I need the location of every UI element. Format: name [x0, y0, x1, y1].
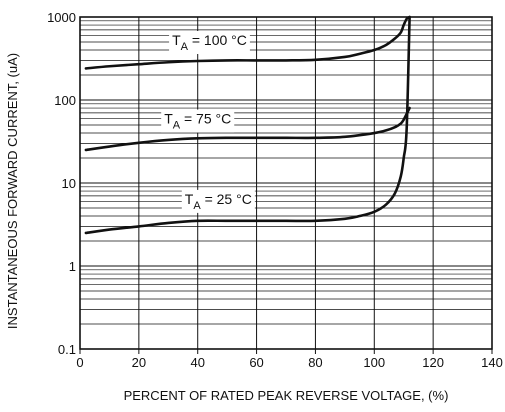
curve-label-3: TA = 25 °C	[185, 191, 252, 212]
x-tick-label: 140	[481, 355, 503, 370]
curve-label-1: TA = 100 °C	[172, 32, 247, 53]
curve-label-2: TA = 75 °C	[164, 111, 231, 132]
x-axis-title: PERCENT OF RATED PEAK REVERSE VOLTAGE, (…	[124, 388, 449, 403]
y-tick-label: 1000	[47, 10, 76, 25]
curve-label-background	[161, 109, 235, 133]
curve-label-background	[181, 189, 255, 213]
x-tick-label: 20	[132, 355, 146, 370]
y-tick-label: 0.1	[58, 342, 76, 357]
series-line-2	[84, 106, 411, 152]
x-tick-label: 100	[363, 355, 385, 370]
y-tick-labels: 0.1 1 10 100 1000	[47, 10, 76, 357]
series-line-1	[84, 15, 411, 70]
y-tick-label: 100	[54, 93, 76, 108]
x-tick-label: 40	[190, 355, 204, 370]
x-tick-label: 80	[308, 355, 322, 370]
x-tick-labels: 0 20 40 60 80 100 120 140	[76, 355, 502, 370]
y-tick-label: 10	[62, 176, 76, 191]
y-axis-title: INSTANTANEOUS FORWARD CURRENT, (uA)	[5, 53, 20, 329]
curve-labels: TA = 100 °C TA = 75 °C TA = 25 °C	[161, 30, 255, 213]
grid	[79, 16, 493, 354]
series-line-3	[84, 15, 411, 235]
series-group	[84, 15, 411, 235]
curve-label-background	[169, 30, 250, 54]
x-tick-label: 0	[76, 355, 83, 370]
plot-frame	[79, 16, 493, 350]
x-tick-label: 60	[249, 355, 263, 370]
y-tick-label: 1	[69, 259, 76, 274]
x-tick-label: 120	[422, 355, 444, 370]
